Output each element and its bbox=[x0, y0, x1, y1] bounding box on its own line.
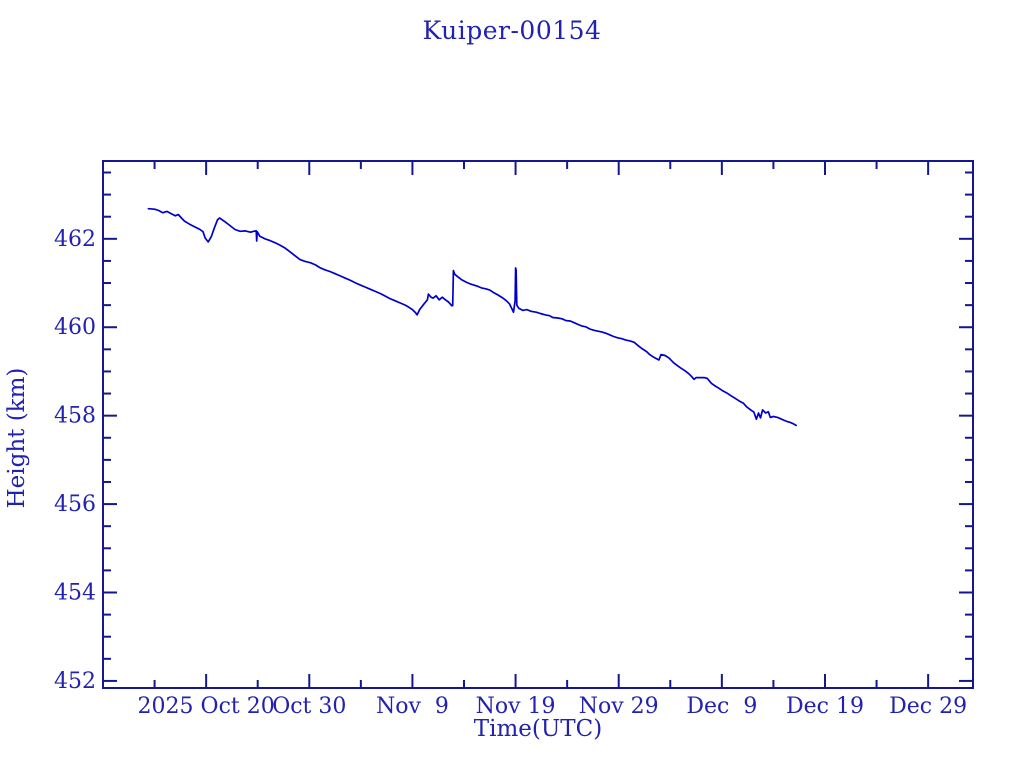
y-tick-label: 456 bbox=[54, 492, 96, 517]
x-tick-label: Nov 19 bbox=[476, 694, 556, 719]
height-data-line bbox=[147, 207, 797, 427]
x-tick-label: Dec 29 bbox=[889, 694, 967, 719]
chart-title: Kuiper-00154 bbox=[422, 16, 602, 45]
x-tick-label: Nov 9 bbox=[376, 694, 449, 719]
x-tick-label: Dec 9 bbox=[686, 694, 757, 719]
x-tick-label: 2025 Oct 20 bbox=[138, 694, 275, 719]
x-axis-title: Time(UTC) bbox=[473, 716, 603, 742]
y-tick-label: 460 bbox=[54, 315, 96, 340]
axis-frame bbox=[102, 160, 974, 689]
x-tick-label: Oct 30 bbox=[272, 694, 346, 719]
y-tick-label: 452 bbox=[54, 669, 96, 694]
x-tick-label: Dec 19 bbox=[786, 694, 864, 719]
y-tick-label: 458 bbox=[54, 404, 96, 429]
y-tick-label: 454 bbox=[54, 581, 96, 606]
y-tick-label: 462 bbox=[54, 227, 96, 252]
x-tick-label: Nov 29 bbox=[579, 694, 659, 719]
